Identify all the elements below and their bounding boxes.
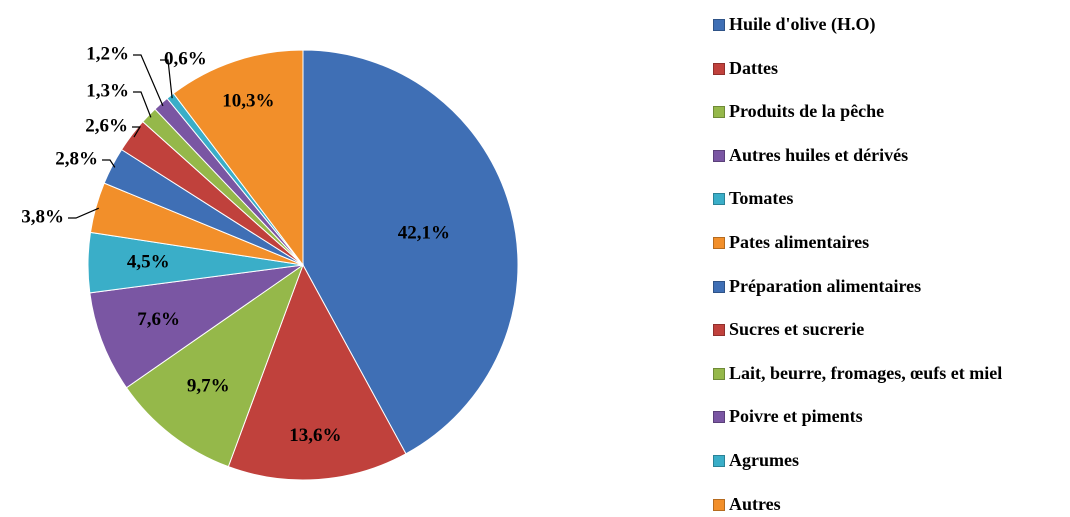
legend-label: Huile d'olive (H.O): [729, 14, 876, 34]
legend-item: Autres: [713, 493, 1053, 514]
legend-swatch: [713, 498, 725, 511]
data-label: 4,5%: [127, 252, 170, 273]
data-label: 9,7%: [187, 376, 230, 397]
legend-item: Poivre et piments: [713, 406, 1053, 427]
data-label: 7,6%: [137, 309, 180, 330]
legend-swatch: [713, 106, 725, 119]
legend-label: Dattes: [729, 57, 778, 78]
data-label: 2,8%: [55, 148, 98, 169]
leader-line: [133, 91, 152, 118]
legend-swatch: [713, 280, 725, 293]
legend-label: Produits de la pêche: [729, 101, 885, 122]
legend-swatch: [713, 237, 725, 249]
legend-swatch: [713, 455, 725, 467]
legend-label: Agrumes: [729, 450, 799, 470]
data-label: 1,2%: [86, 43, 129, 64]
legend-swatch: [713, 324, 725, 337]
legend-label: Sucres et sucrerie: [729, 319, 865, 340]
legend-item: Autres huiles et dérivés: [713, 144, 1053, 165]
legend-swatch: [713, 62, 725, 75]
legend-swatch: [713, 193, 725, 206]
data-label: 10,3%: [222, 90, 274, 111]
legend-item: Dattes: [713, 57, 1053, 78]
legend-item: Pates alimentaires: [713, 232, 1053, 252]
legend-swatch: [713, 367, 725, 380]
legend-label: Lait, beurre, fromages, œufs et miel: [729, 362, 1003, 383]
pie-slice: [89, 264, 304, 389]
pie-slice: [172, 49, 304, 267]
legend-label: Autres: [729, 493, 781, 514]
pie-slice: [302, 49, 519, 455]
chart: 42,1% 13,6% 9,7% 7,6% 4,5% 3,8% 2,8% 2,6% 1,3% 1,…: [21, 43, 519, 481]
legend-label: Autres huiles et dérivés: [729, 144, 909, 165]
legend-swatch: [713, 149, 725, 162]
legend-swatch: [713, 19, 725, 31]
data-label: 0,6%: [164, 48, 207, 69]
leader-line: [133, 54, 164, 107]
legend-item: Tomates: [713, 188, 1053, 209]
legend-item: Lait, beurre, fromages, œufs et miel: [713, 362, 1053, 383]
leader-line: [68, 207, 100, 219]
legend-label: Poivre et piments: [729, 406, 863, 427]
data-label: 13,6%: [289, 425, 341, 446]
leader-line: [160, 59, 173, 99]
pie-slice: [125, 263, 305, 468]
legend-swatch: [713, 411, 725, 424]
data-label: 2,6%: [85, 115, 128, 136]
legend-label: Pates alimentaires: [729, 232, 870, 252]
pie-slice: [227, 263, 407, 481]
legend-item: Agrumes: [713, 450, 1053, 470]
data-label: 42,1%: [398, 223, 450, 244]
legend-item: Sucres et sucrerie: [713, 319, 1053, 340]
legend-item: Produits de la pêche: [713, 101, 1053, 122]
legend-item: Préparation alimentaires: [713, 275, 1053, 296]
legend-label: Tomates: [729, 188, 794, 209]
legend-label: Préparation alimentaires: [729, 275, 922, 296]
leader-line: [102, 159, 116, 168]
data-label: 1,3%: [86, 80, 129, 101]
data-label: 3,8%: [21, 206, 64, 227]
leader-line: [132, 126, 142, 138]
legend-item: Huile d'olive (H.O): [713, 14, 1053, 34]
